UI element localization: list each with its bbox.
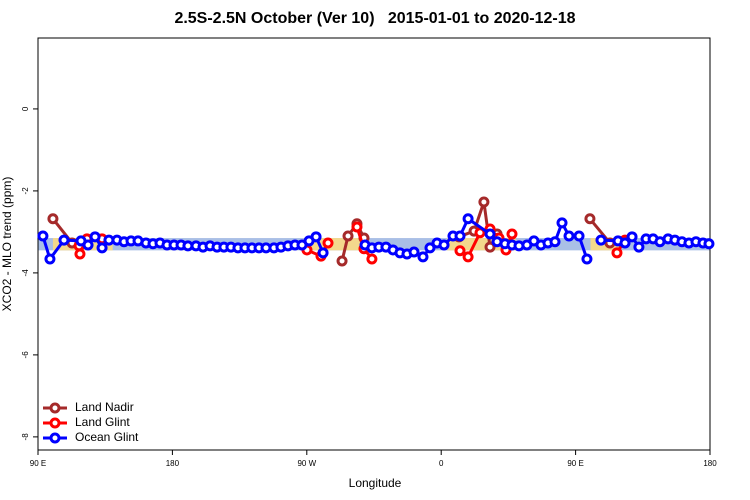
y-tick-label: -6 — [21, 351, 30, 359]
data-point — [454, 245, 466, 257]
data-point — [74, 248, 86, 260]
data-point — [556, 217, 568, 229]
y-tick-label: -8 — [21, 433, 30, 441]
data-point — [484, 241, 496, 253]
x-tick-label: 90 E — [567, 459, 583, 468]
data-point — [47, 213, 59, 225]
data-point — [573, 230, 585, 242]
data-point — [417, 251, 429, 263]
data-point — [408, 246, 420, 258]
data-point — [82, 239, 94, 251]
data-point — [342, 230, 354, 242]
data-point — [438, 239, 450, 251]
data-point — [595, 234, 607, 246]
legend-label: Ocean Glint — [75, 430, 139, 444]
data-point — [581, 253, 593, 265]
chart-title: 2.5S-2.5N October (Ver 10) 2015-01-01 to… — [174, 10, 575, 27]
data-point — [336, 255, 348, 267]
data-point — [478, 196, 490, 208]
data-point — [366, 253, 378, 265]
data-point — [611, 247, 623, 259]
y-tick-label: -2 — [21, 187, 30, 195]
data-point — [310, 231, 322, 243]
data-point — [549, 236, 561, 248]
data-point — [462, 251, 474, 263]
y-axis-label: XCO2 - MLO trend (ppm) — [0, 177, 14, 312]
y-tick-label: 0 — [21, 106, 30, 111]
x-tick-label: 90 W — [297, 459, 316, 468]
data-point — [322, 237, 334, 249]
data-point — [351, 221, 363, 233]
data-point — [96, 242, 108, 254]
legend-label: Land Nadir — [75, 400, 134, 414]
x-tick-label: 0 — [439, 459, 444, 468]
data-point — [317, 247, 329, 259]
data-point — [462, 213, 474, 225]
data-point — [454, 230, 466, 242]
data-point — [633, 241, 645, 253]
x-tick-label: 180 — [703, 459, 717, 468]
legend-marker — [49, 417, 61, 429]
y-tick-label: -4 — [21, 269, 30, 277]
x-tick-label: 180 — [166, 459, 180, 468]
data-point — [484, 228, 496, 240]
data-point — [89, 231, 101, 243]
legend-label: Land Glint — [75, 415, 130, 429]
data-point — [703, 238, 715, 250]
data-point — [37, 230, 49, 242]
legend-marker — [49, 402, 61, 414]
data-point — [619, 237, 631, 249]
data-point — [58, 234, 70, 246]
x-tick-label: 90 E — [30, 459, 46, 468]
data-point — [626, 231, 638, 243]
data-point — [584, 213, 596, 225]
data-point — [44, 253, 56, 265]
x-axis-label: Longitude — [349, 476, 402, 490]
legend-marker — [49, 432, 61, 444]
data-point — [563, 230, 575, 242]
data-point — [506, 228, 518, 240]
data-point — [424, 242, 436, 254]
